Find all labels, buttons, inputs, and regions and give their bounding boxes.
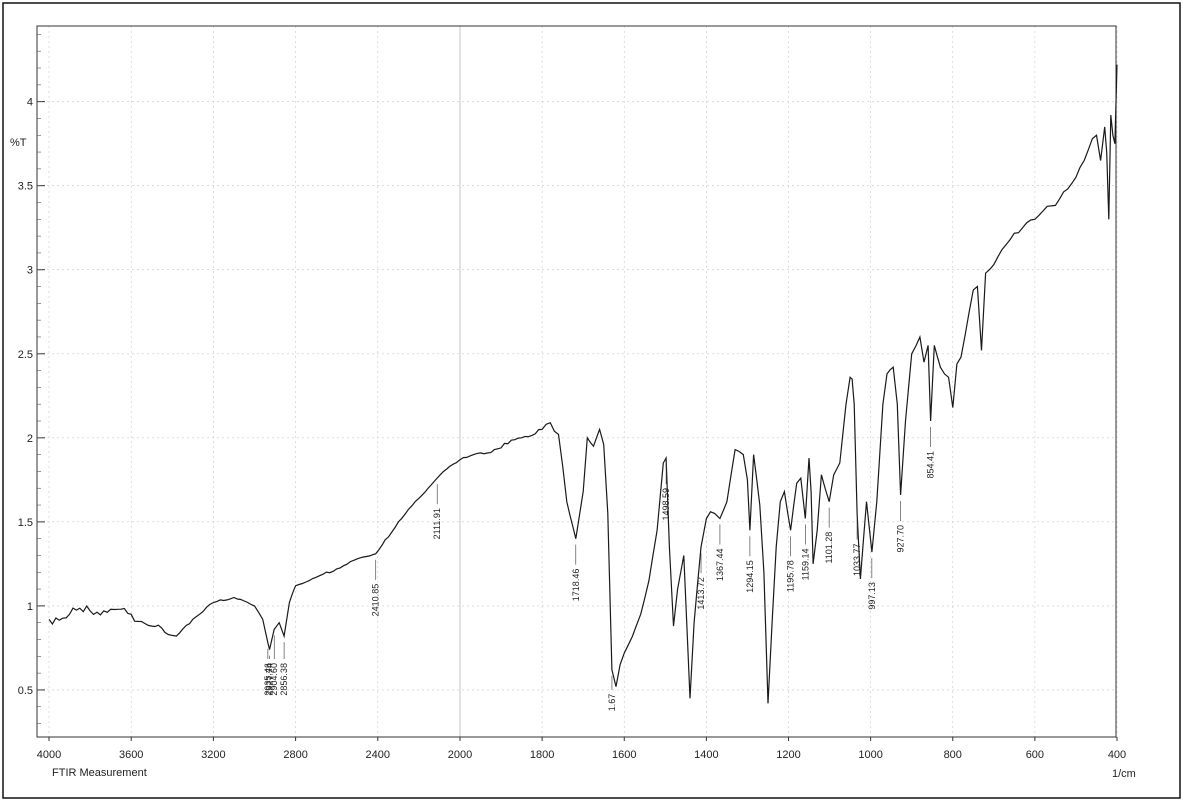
x-axis-unit-label: 1/cm: [1112, 768, 1136, 780]
peak-label: 1413.72: [696, 577, 706, 610]
plot-frame: [36, 25, 1117, 738]
x-tick-label: 1400: [694, 749, 718, 761]
peak-label: 1159.14: [800, 548, 810, 580]
x-tick-label: 1000: [858, 749, 882, 761]
x-tick-label: 1600: [612, 749, 636, 761]
x-tick-label: 4000: [37, 749, 61, 761]
y-tick-label: 2.5: [18, 349, 33, 361]
peak-label: 1195.78: [786, 560, 796, 592]
x-tick-label: 2000: [448, 749, 472, 761]
y-tick-label: 0.5: [18, 685, 33, 697]
peak-label: 1294.15: [745, 560, 755, 593]
peak-label: 1498.59: [661, 488, 671, 521]
peak-label: 2904.60: [269, 663, 279, 696]
y-tick-label: 1.5: [18, 517, 33, 529]
peak-label: 2927.74: [265, 663, 275, 696]
peak-label: 997.13: [867, 582, 877, 610]
x-tick-label: 2400: [366, 749, 390, 761]
x-tick-label: 1200: [776, 749, 800, 761]
y-tick-label: 3.5: [18, 181, 33, 193]
peak-label: 1718.46: [571, 569, 581, 602]
x-tick-label: 3200: [201, 749, 225, 761]
peak-label: 1367.44: [715, 548, 725, 581]
y-tick-label: 3: [27, 265, 33, 277]
peak-label: 927.70: [896, 525, 906, 553]
y-tick-label: 1: [27, 601, 33, 613]
x-tick-label: 1800: [530, 749, 554, 761]
y-tick-label: 2: [27, 433, 33, 445]
footer-caption: FTIR Measurement: [52, 767, 147, 779]
x-tick-label: 600: [1026, 749, 1044, 761]
spectrum-line: [48, 64, 1118, 704]
peak-label: 854.41: [926, 451, 936, 479]
peak-label: 2935.46: [263, 663, 273, 696]
x-tick-label: 800: [944, 749, 962, 761]
peak-label: 1101.28: [824, 532, 834, 564]
x-tick-label: 3600: [119, 749, 143, 761]
y-axis-label: %T: [10, 137, 27, 149]
peak-label: 2111.91: [432, 508, 442, 539]
x-tick-label: 2800: [283, 749, 307, 761]
axis-ticks: 4000 3600 3200 2800 2400 2000 1800 1600 1400 1200…: [18, 34, 1126, 761]
x-tick-label: 400: [1108, 749, 1126, 761]
y-tick-label: 4: [27, 97, 33, 109]
peak-label: 2856.38: [279, 663, 289, 696]
grid: [37, 26, 1118, 737]
peak-label: 1.67: [607, 694, 617, 712]
peak-label: 2410.85: [371, 584, 381, 617]
peak-label: 1033.77: [852, 543, 862, 576]
